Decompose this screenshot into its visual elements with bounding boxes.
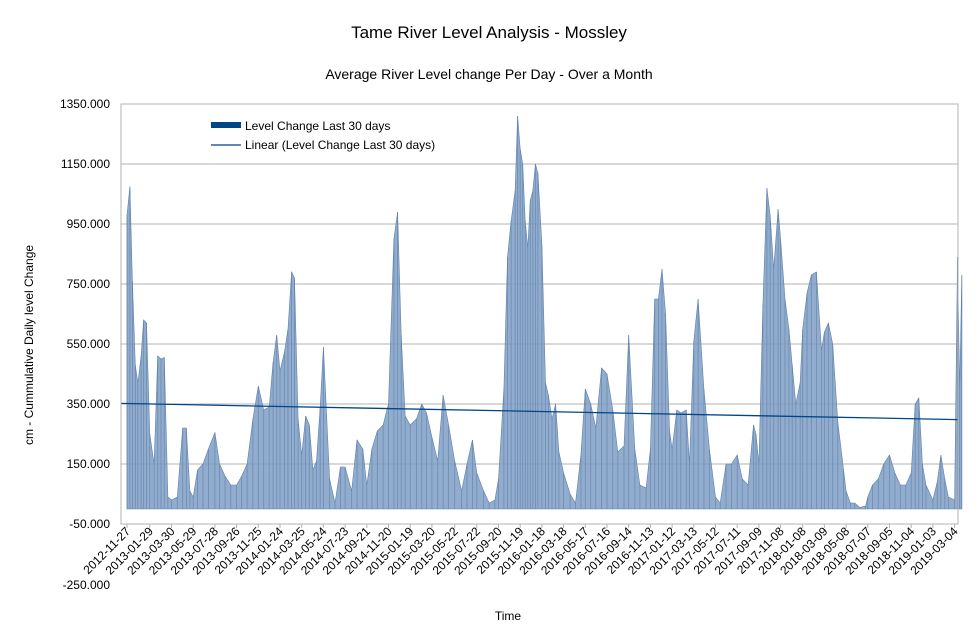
y-tick-label: 950.000 xyxy=(67,217,111,231)
x-axis-ticks: 2012-11-272013-01-292013-03-302013-05-29… xyxy=(80,524,961,578)
series-area xyxy=(126,115,963,510)
y-tick-label: 150.000 xyxy=(67,457,111,471)
legend-swatch-series xyxy=(211,122,241,128)
trend-line xyxy=(120,402,959,421)
chart-subtitle: Average River Level change Per Day - Ove… xyxy=(325,66,652,82)
plot-frame xyxy=(120,103,959,525)
legend-label-series: Level Change Last 30 days xyxy=(245,119,390,133)
y-tick-label: 1350.000 xyxy=(60,97,110,111)
x-axis-label: Time xyxy=(495,609,522,623)
y-tick-label: 550.000 xyxy=(67,337,111,351)
series-level-change xyxy=(126,115,963,510)
y-axis-label: cm - Cummulative Daily level Change xyxy=(22,245,36,445)
y-tick-label: -50.000 xyxy=(69,517,110,531)
legend-label-trend: Linear (Level Change Last 30 days) xyxy=(245,138,435,152)
y-tick-label: -250.000 xyxy=(63,578,111,592)
y-axis-ticks: 1350.000 1150.000 950.000 750.000 550.000 350… xyxy=(60,97,110,592)
y-tick-label: 1150.000 xyxy=(61,157,110,171)
y-tick-label: 750.000 xyxy=(67,277,111,291)
legend: Level Change Last 30 days Linear (Level … xyxy=(211,119,435,152)
chart-title: Tame River Level Analysis - Mossley xyxy=(351,23,627,42)
y-tick-label: 350.000 xyxy=(67,397,111,411)
series-trend-line xyxy=(120,402,959,421)
